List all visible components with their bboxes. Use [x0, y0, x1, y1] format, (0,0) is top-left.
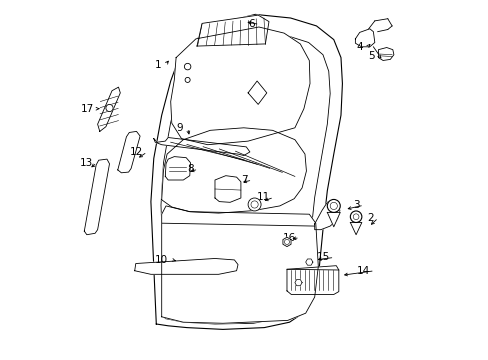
Text: 6: 6	[248, 19, 255, 30]
Circle shape	[284, 239, 289, 244]
Text: 12: 12	[129, 147, 142, 157]
Polygon shape	[84, 159, 109, 235]
Polygon shape	[349, 222, 361, 235]
Polygon shape	[162, 128, 306, 213]
Text: 1: 1	[154, 60, 161, 70]
Text: 13: 13	[79, 158, 92, 168]
Polygon shape	[305, 259, 312, 265]
Polygon shape	[153, 138, 249, 156]
Circle shape	[184, 63, 190, 70]
Circle shape	[352, 214, 358, 220]
Polygon shape	[162, 206, 318, 323]
Text: 4: 4	[356, 42, 363, 52]
Polygon shape	[215, 176, 241, 202]
Polygon shape	[165, 157, 190, 180]
Polygon shape	[283, 237, 290, 247]
Circle shape	[185, 77, 190, 82]
Text: 17: 17	[81, 104, 94, 114]
Polygon shape	[355, 29, 374, 47]
Text: 3: 3	[352, 200, 359, 210]
Polygon shape	[118, 131, 140, 173]
Text: 10: 10	[155, 255, 168, 265]
Polygon shape	[197, 15, 268, 46]
Polygon shape	[294, 279, 302, 286]
Circle shape	[349, 211, 361, 222]
Circle shape	[329, 202, 337, 210]
Circle shape	[247, 198, 261, 211]
Text: 8: 8	[187, 164, 194, 174]
Text: 11: 11	[256, 192, 269, 202]
Polygon shape	[161, 32, 329, 324]
Text: 7: 7	[241, 175, 247, 185]
Circle shape	[326, 199, 340, 212]
Circle shape	[250, 201, 258, 208]
Text: 5: 5	[367, 51, 374, 61]
Text: 15: 15	[316, 252, 329, 262]
Text: 14: 14	[357, 266, 370, 276]
Polygon shape	[286, 266, 338, 294]
Polygon shape	[151, 14, 342, 329]
Text: 9: 9	[176, 123, 183, 133]
Polygon shape	[378, 48, 393, 60]
Text: 16: 16	[282, 233, 295, 243]
Polygon shape	[170, 27, 309, 145]
Polygon shape	[326, 212, 340, 227]
Polygon shape	[314, 200, 339, 230]
Circle shape	[106, 104, 113, 112]
Polygon shape	[98, 87, 120, 131]
Polygon shape	[134, 258, 238, 274]
Text: 2: 2	[366, 213, 373, 223]
Polygon shape	[247, 81, 266, 104]
